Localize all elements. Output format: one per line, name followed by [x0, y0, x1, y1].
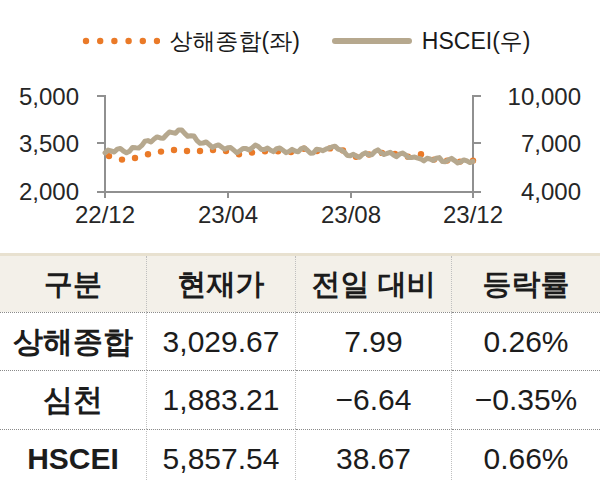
col-header-price: 현재가 [147, 256, 296, 312]
solid-line-swatch [332, 36, 412, 46]
row-change-pct: 0.66% [452, 429, 600, 480]
hscei-line [105, 130, 473, 163]
quote-table: 구분 현재가 전일 대비 등락률 상해종합 3,029.67 7.99 0.26… [0, 253, 600, 480]
legend-item-hscei: HSCEI(우) [332, 26, 531, 57]
legend-label-shanghai: 상해종합(좌) [170, 26, 300, 57]
table-header-row: 구분 현재가 전일 대비 등락률 [0, 256, 600, 312]
legend-label-hscei: HSCEI(우) [422, 26, 531, 57]
legend-item-shanghai: 상해종합(좌) [82, 26, 300, 57]
col-header-change: 전일 대비 [296, 256, 452, 312]
row-price: 1,883.21 [147, 370, 296, 429]
right-axis-label-2: 4,000 [521, 178, 581, 205]
row-change: −6.64 [296, 370, 452, 429]
row-price: 3,029.67 [147, 312, 296, 370]
right-axis-label-1: 7,000 [521, 130, 581, 157]
row-change: 7.99 [296, 312, 452, 370]
col-header-change-pct: 등락률 [452, 256, 600, 312]
row-label: 상해종합 [0, 312, 147, 370]
row-change-pct: 0.26% [452, 312, 600, 370]
left-axis-label-1: 3,500 [19, 130, 79, 157]
axes [97, 95, 481, 198]
table-row: 심천 1,883.21 −6.64 −0.35% [0, 370, 600, 429]
x-axis-label-1: 23/04 [198, 201, 258, 228]
right-axis-label-0: 10,000 [508, 83, 581, 110]
chart-legend: 상해종합(좌) HSCEI(우) [0, 24, 600, 58]
x-axis-label-0: 22/12 [75, 201, 135, 228]
axis-labels: 5,000 3,500 2,000 10,000 7,000 4,000 22/… [19, 83, 581, 228]
row-change: 38.67 [296, 429, 452, 480]
row-label: HSCEI [0, 429, 147, 480]
x-axis-label-2: 23/08 [321, 201, 381, 228]
row-change-pct: −0.35% [452, 370, 600, 429]
x-axis-label-3: 23/12 [443, 201, 503, 228]
col-header-category: 구분 [0, 256, 147, 312]
table-row: HSCEI 5,857.54 38.67 0.66% [0, 429, 600, 480]
table-row: 상해종합 3,029.67 7.99 0.26% [0, 312, 600, 370]
row-price: 5,857.54 [147, 429, 296, 480]
row-label: 심천 [0, 370, 147, 429]
left-axis-label-2: 2,000 [19, 178, 79, 205]
left-axis-label-0: 5,000 [19, 83, 79, 110]
dotted-line-swatch [82, 36, 160, 46]
